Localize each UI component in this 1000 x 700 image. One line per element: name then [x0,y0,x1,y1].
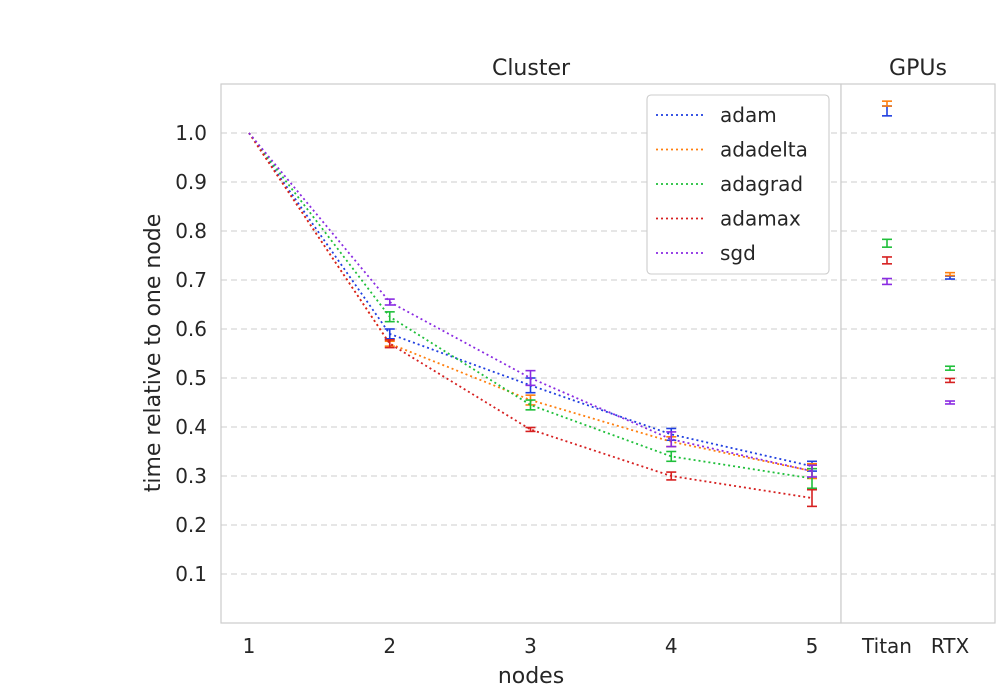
y-tick-label: 0.3 [175,464,207,488]
gpu-tick-label: Titan [861,634,912,658]
legend-label-adadelta: adadelta [720,138,808,162]
legend: adam adadelta adagrad adamax sgd [646,94,830,275]
gpu-tick-label: RTX [931,634,970,658]
x-tick-label: 1 [243,634,256,658]
cluster-y-ticks: 0.1 0.2 0.3 0.4 0.5 0.6 0.7 0.8 0.9 1.0 [175,121,207,586]
cluster-grid [221,132,841,575]
y-tick-label: 1.0 [175,121,207,145]
legend-label-sgd: sgd [720,241,756,265]
gpu-x-ticks: Titan RTX [861,634,969,658]
y-tick-label: 0.9 [175,170,207,194]
x-tick-label: 2 [383,634,396,658]
gpu-title: GPUs [889,56,947,81]
y-tick-label: 0.5 [175,366,207,390]
cluster-series [248,132,817,508]
x-tick-label: 4 [665,634,678,658]
gpu-panel: Titan RTX GPUs [840,56,996,658]
y-tick-label: 0.6 [175,317,207,341]
gpu-plot-area [840,83,996,624]
y-tick-label: 0.7 [175,268,207,292]
legend-label-adagrad: adagrad [720,172,803,196]
gpu-grid [841,132,995,575]
y-tick-label: 0.4 [175,415,207,439]
cluster-x-ticks: 1 2 3 4 5 [243,634,819,658]
y-axis-label: time relative to one node [141,214,166,493]
y-tick-label: 0.1 [175,562,207,586]
gpu-series [882,100,955,405]
legend-label-adam: adam [720,103,777,127]
cluster-panel: 0.1 0.2 0.3 0.4 0.5 0.6 0.7 0.8 0.9 1.0 1 2 3 4 5 Clu… [141,56,842,689]
x-tick-label: 3 [524,634,537,658]
y-tick-label: 0.2 [175,513,207,537]
legend-box [646,94,830,275]
series-line-sgd [248,132,813,472]
y-tick-label: 0.8 [175,219,207,243]
legend-label-adamax: adamax [720,207,801,231]
x-axis-label: nodes [498,664,564,689]
x-tick-label: 5 [806,634,819,658]
cluster-title: Cluster [492,56,571,81]
